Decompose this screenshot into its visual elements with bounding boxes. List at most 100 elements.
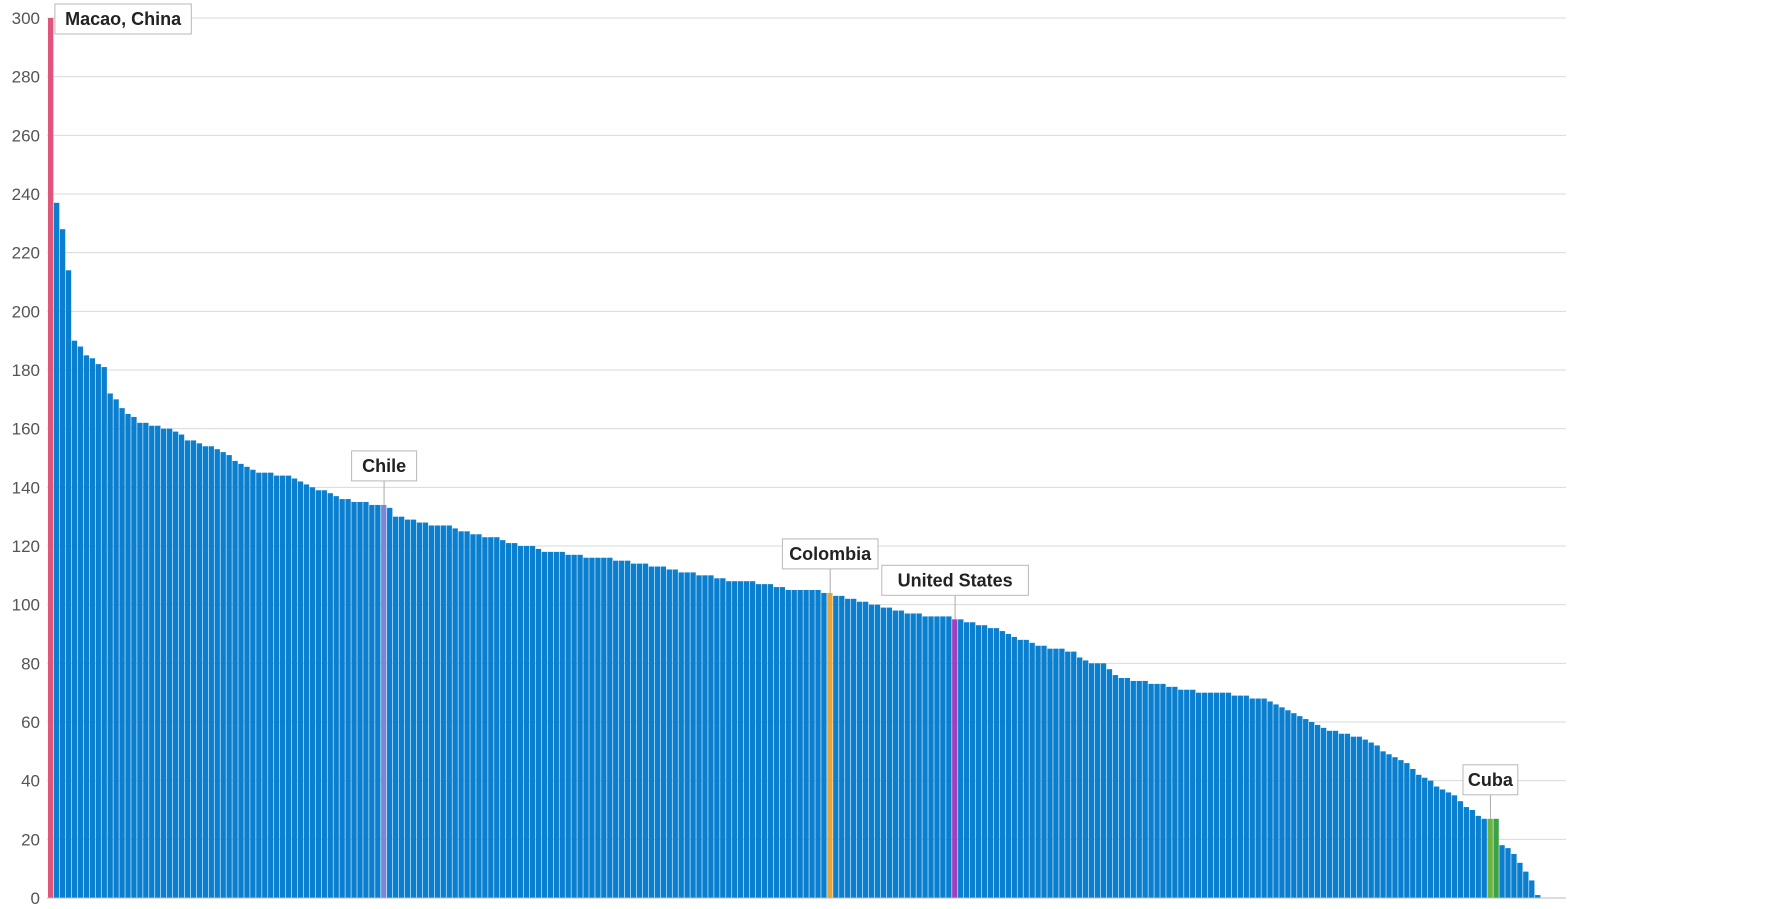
bar [1481, 818, 1487, 898]
bar [53, 202, 60, 899]
bar [202, 446, 208, 898]
bar [500, 540, 506, 898]
bar [1118, 678, 1125, 898]
bar [845, 598, 851, 898]
bar [161, 428, 167, 898]
bar [357, 502, 363, 898]
bar [541, 551, 548, 898]
bar [1416, 774, 1422, 898]
bar [71, 340, 78, 898]
bar [83, 355, 90, 899]
bar [309, 487, 316, 898]
y-tick-label: 300 [12, 9, 40, 28]
y-tick-label: 100 [12, 596, 40, 615]
bar [422, 522, 429, 898]
bar [196, 443, 203, 898]
bar [619, 560, 625, 898]
bar [1053, 648, 1059, 898]
bar [77, 346, 84, 898]
bar [868, 604, 875, 898]
y-tick-label: 60 [21, 713, 40, 732]
bar [1297, 716, 1303, 898]
bar [268, 472, 274, 898]
y-tick-label: 0 [31, 889, 40, 908]
bar [833, 595, 839, 898]
bar [315, 490, 322, 898]
bar [898, 610, 904, 898]
callout-box [881, 564, 1029, 596]
bar [393, 516, 399, 898]
bar [999, 631, 1006, 898]
bar [1035, 645, 1041, 898]
bar [363, 502, 369, 898]
bar [672, 569, 678, 898]
bar [369, 504, 375, 898]
bar [476, 534, 482, 898]
callout-label: Chile [362, 456, 406, 476]
bar [791, 590, 797, 898]
bar [1404, 763, 1410, 898]
bar [1499, 845, 1505, 898]
bar [1082, 660, 1089, 898]
bar [928, 616, 934, 898]
callout-box [54, 3, 192, 35]
bar [1148, 683, 1154, 898]
bar [345, 499, 351, 898]
bar [1255, 698, 1261, 898]
bar [874, 604, 881, 898]
bar [446, 525, 452, 898]
bar [1077, 657, 1083, 898]
bar [1261, 698, 1267, 898]
bar-highlighted [952, 619, 958, 898]
bar [1493, 818, 1499, 898]
bar [1285, 710, 1291, 898]
bar [743, 581, 750, 898]
bar [1243, 695, 1249, 898]
bar [1410, 768, 1416, 898]
bar [1249, 698, 1255, 898]
bar [482, 537, 488, 898]
bar [303, 484, 310, 898]
y-tick-label: 220 [12, 244, 40, 263]
bar [440, 525, 446, 898]
bar [1207, 692, 1214, 898]
bar [256, 472, 262, 898]
bar [583, 557, 589, 898]
bar [821, 592, 827, 898]
bar [1219, 692, 1226, 898]
bar [880, 607, 887, 898]
bar [238, 463, 244, 898]
bar [642, 563, 649, 898]
y-tick-label: 260 [12, 126, 40, 145]
bar [1273, 704, 1279, 898]
bar [143, 422, 149, 898]
bar [975, 625, 982, 898]
bar [506, 543, 512, 898]
bar [119, 408, 125, 898]
bar [946, 616, 952, 898]
callout-box [781, 538, 879, 570]
bar [571, 554, 577, 898]
bar [1350, 736, 1357, 898]
bar [851, 598, 857, 898]
bar [1023, 639, 1029, 898]
bar [916, 613, 922, 898]
bar [1362, 739, 1368, 898]
y-tick-label: 40 [21, 772, 40, 791]
bar [172, 431, 179, 898]
bar [940, 616, 946, 898]
bar [184, 440, 191, 898]
bar [720, 578, 726, 898]
bar [714, 578, 720, 898]
bar [732, 581, 738, 898]
bar [1523, 871, 1529, 898]
bar [1332, 730, 1339, 898]
callout-label: Colombia [789, 544, 872, 564]
bar [553, 551, 559, 898]
bar [262, 472, 268, 898]
bar [1505, 848, 1511, 898]
bar-highlighted [827, 592, 833, 898]
bar [190, 440, 197, 898]
bar [1356, 736, 1362, 898]
bar [250, 469, 256, 898]
